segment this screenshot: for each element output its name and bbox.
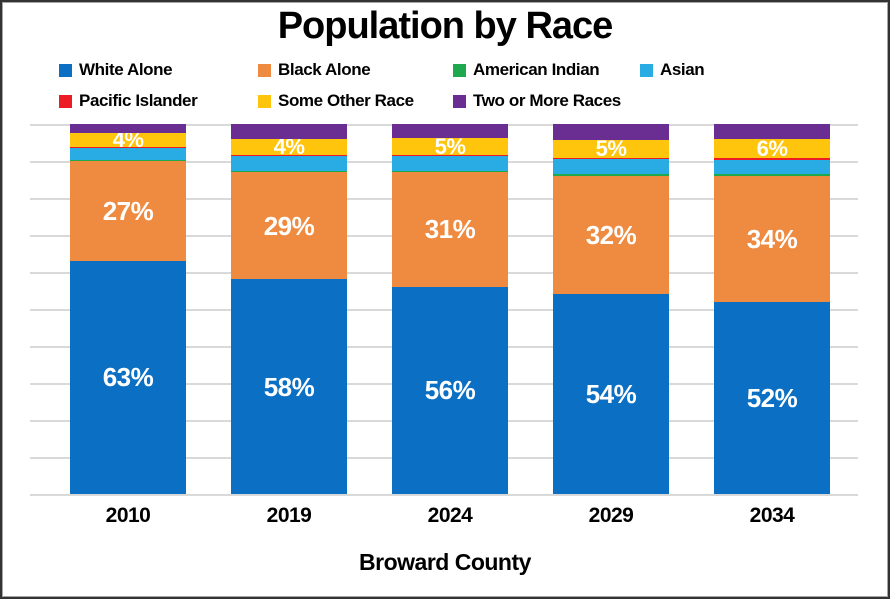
bar-2019: 58% 29% 4%	[231, 124, 347, 494]
segment-asian-2010	[70, 147, 186, 160]
segment-pacific-islander-2024	[392, 155, 508, 156]
segment-american-indian-2029	[553, 174, 669, 176]
legend-swatch-white-alone	[59, 63, 72, 77]
legend-swatch-black-alone	[258, 63, 271, 77]
legend-item-two-or-more-races: Two or More Races	[453, 91, 640, 111]
segment-white-alone-2024: 56%	[392, 286, 508, 494]
x-tick-2029: 2029	[588, 504, 634, 527]
segment-pacific-islander-2029	[553, 158, 669, 159]
segment-two-or-more-races-2029	[553, 124, 669, 140]
segment-label-black-alone-2010: 27%	[102, 195, 154, 226]
legend-swatch-some-other-race	[258, 94, 271, 108]
segment-label-black-alone-2024: 31%	[424, 214, 476, 245]
bar-2010: 63% 27% 4%	[70, 124, 186, 494]
legend-swatch-american-indian	[453, 63, 466, 77]
segment-some-other-race-2019: 4%	[231, 133, 347, 159]
segment-some-other-race-2024: 5%	[392, 133, 508, 159]
legend-item-white-alone: White Alone	[59, 60, 258, 80]
segment-two-or-more-races-2010	[70, 124, 186, 133]
bar-2024: 56% 31% 5%	[392, 124, 508, 494]
legend-swatch-two-or-more-races	[453, 94, 466, 108]
segment-american-indian-2024	[392, 170, 508, 173]
chart-title: Population by Race	[277, 5, 614, 47]
segment-asian-2029	[553, 158, 669, 175]
segment-black-alone-2029: 32%	[553, 175, 669, 295]
x-tick-2034: 2034	[749, 504, 795, 527]
legend-label-asian: Asian	[660, 60, 705, 79]
segment-label-some-other-race-2024: 5%	[434, 133, 466, 159]
legend-swatch-pacific-islander	[59, 94, 72, 108]
legend-label-white-alone: White Alone	[79, 60, 173, 79]
segment-white-alone-2019: 58%	[231, 279, 347, 494]
legend-item-black-alone: Black Alone	[258, 60, 453, 80]
segment-two-or-more-races-2034	[714, 124, 830, 139]
segment-label-black-alone-2034: 34%	[746, 223, 798, 254]
segment-american-indian-2019	[231, 170, 347, 173]
legend-item-pacific-islander: Pacific Islander	[59, 91, 258, 111]
segment-white-alone-2034: 52%	[714, 301, 830, 494]
segment-two-or-more-races-2019	[231, 124, 347, 139]
legend-label-american-indian: American Indian	[473, 60, 600, 79]
gridline-0pct	[30, 494, 858, 496]
segment-label-black-alone-2029: 32%	[585, 220, 637, 250]
segment-some-other-race-2034: 6%	[714, 135, 830, 161]
axis-title: Broward County	[359, 549, 531, 575]
segment-black-alone-2010: 27%	[70, 161, 186, 261]
legend-item-asian: Asian	[640, 60, 705, 80]
segment-two-or-more-races-2024	[392, 124, 508, 139]
segment-asian-2034	[714, 159, 830, 175]
segment-label-white-alone-2034: 52%	[746, 382, 798, 413]
segment-some-other-race-2029: 5%	[553, 135, 669, 161]
segment-label-white-alone-2010: 63%	[102, 362, 154, 393]
legend-row-1: White Alone Black Alone American Indian Asi…	[59, 60, 859, 91]
x-axis-ticks: 2010 2019 2024 2029 2034	[30, 504, 858, 530]
legend-label-some-other-race: Some Other Race	[278, 91, 414, 110]
segment-asian-2024	[392, 155, 508, 171]
segment-label-some-other-race-2034: 6%	[756, 135, 788, 161]
segment-pacific-islander-2019	[231, 155, 347, 156]
legend-label-pacific-islander: Pacific Islander	[79, 91, 198, 110]
segment-black-alone-2034: 34%	[714, 175, 830, 302]
legend-item-american-indian: American Indian	[453, 60, 640, 80]
segment-label-black-alone-2019: 29%	[263, 210, 315, 241]
legend-label-black-alone: Black Alone	[278, 60, 371, 79]
segment-label-some-other-race-2010: 4%	[112, 126, 144, 152]
segment-american-indian-2034	[714, 174, 830, 176]
segment-label-white-alone-2029: 54%	[585, 379, 637, 410]
segment-label-white-alone-2019: 58%	[263, 371, 315, 402]
legend-swatch-asian	[640, 63, 653, 77]
x-tick-2019: 2019	[266, 504, 312, 527]
segment-black-alone-2024: 31%	[392, 172, 508, 287]
bar-2029: 54% 32% 5%	[553, 124, 669, 494]
bar-2034: 52% 34% 6%	[714, 124, 830, 494]
legend-item-some-other-race: Some Other Race	[258, 91, 453, 111]
segment-some-other-race-2010: 4%	[70, 128, 186, 150]
segment-white-alone-2029: 54%	[553, 294, 669, 494]
x-tick-2024: 2024	[427, 504, 473, 527]
legend: White Alone Black Alone American Indian Asi…	[59, 60, 859, 122]
segment-white-alone-2010: 63%	[70, 260, 186, 494]
segment-asian-2019	[231, 155, 347, 171]
x-tick-2010: 2010	[105, 504, 151, 527]
plot-area: 63% 27% 4% 58% 29% 4% 56% 31% 5% 54% 32% 5% 52% 34% 6%	[30, 124, 858, 496]
legend-label-two-or-more-races: Two or More Races	[473, 91, 621, 110]
segment-black-alone-2019: 29%	[231, 172, 347, 280]
segment-label-white-alone-2024: 56%	[424, 375, 476, 406]
segment-american-indian-2010	[70, 159, 186, 161]
segment-label-some-other-race-2019: 4%	[273, 133, 305, 159]
legend-row-2: Pacific Islander Some Other Race Two or Mo…	[59, 91, 859, 122]
segment-label-some-other-race-2029: 5%	[595, 135, 627, 161]
segment-pacific-islander-2034	[714, 158, 830, 160]
